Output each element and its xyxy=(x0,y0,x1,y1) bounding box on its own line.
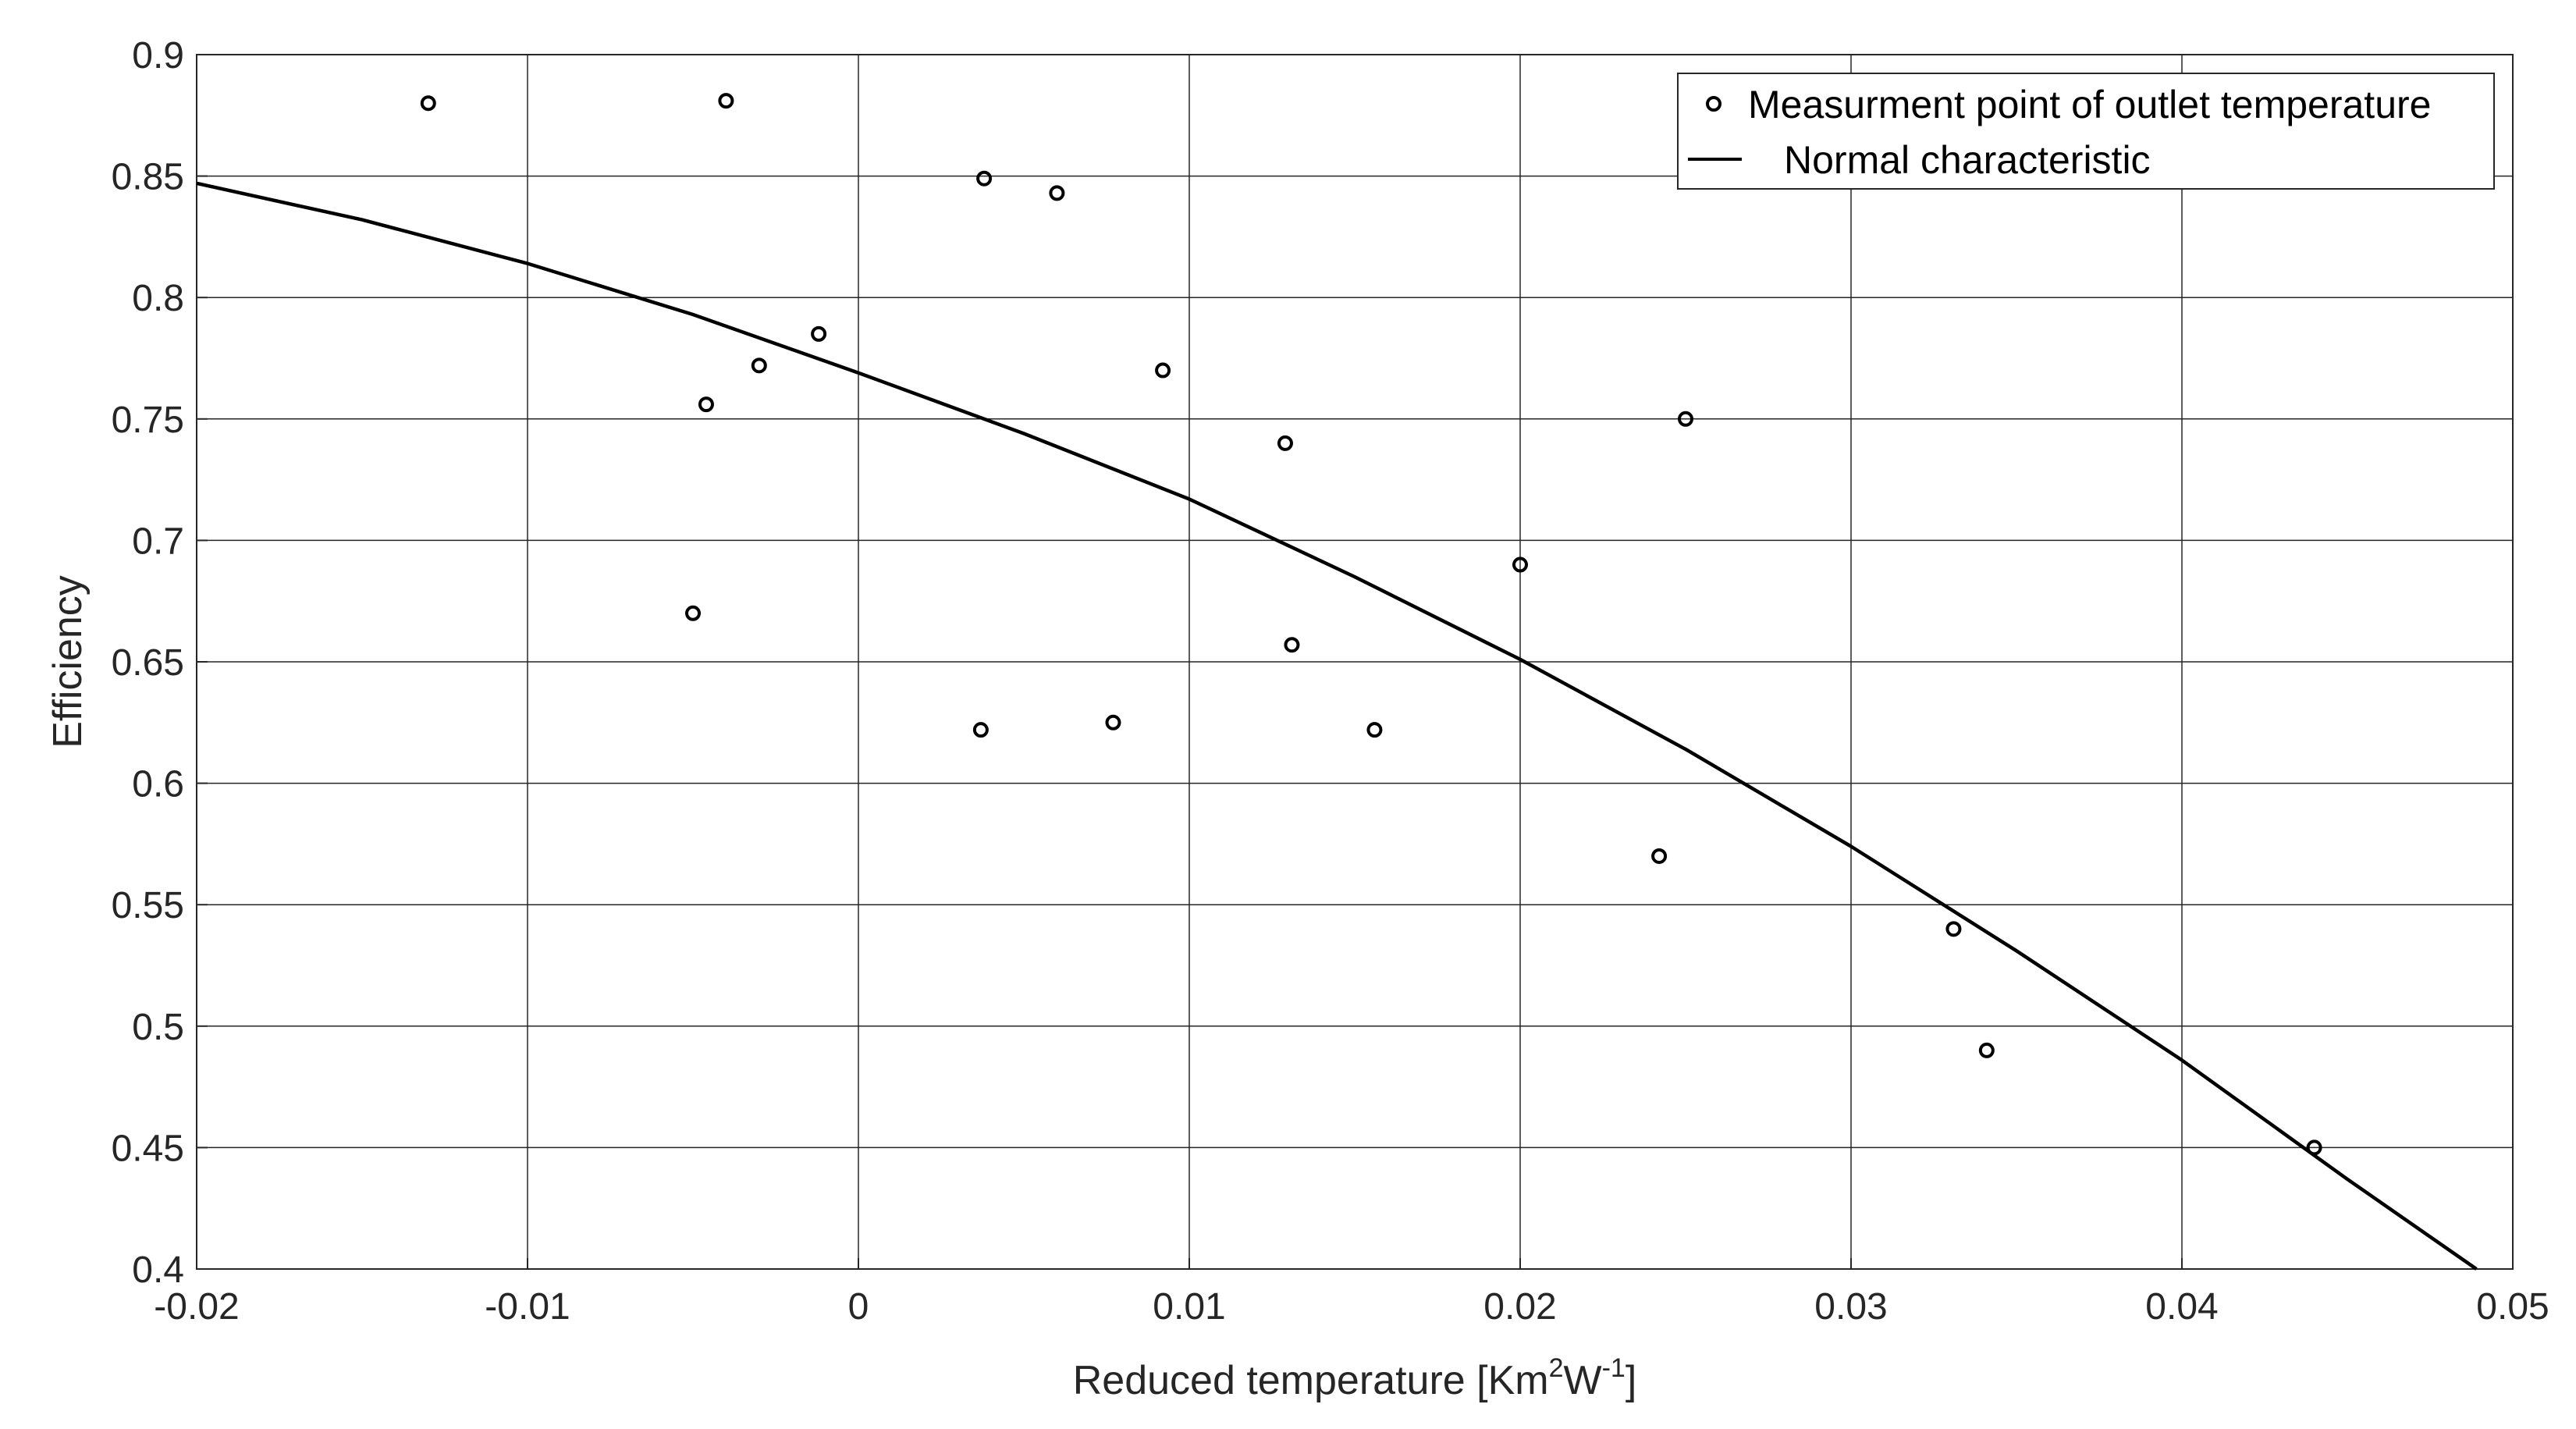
scatter-point xyxy=(1678,411,1693,427)
y-axis: 0.4 0.45 0.5 0.55 0.6 0.65 0.7 0.75 0.8 0.85 0.9 xyxy=(112,35,208,1291)
y-tick-label: 0.75 xyxy=(112,400,184,441)
x-tick-label: 0.03 xyxy=(1814,1286,1887,1328)
scatter-point xyxy=(976,170,993,187)
scatter-point xyxy=(1049,185,1065,201)
scatter-point xyxy=(1105,714,1121,730)
x-tick-label: 0.01 xyxy=(1153,1286,1225,1328)
legend-label-line: Normal characteristic xyxy=(1784,138,2151,182)
y-axis-title: Efficiency xyxy=(45,575,91,748)
x-tick-label: 0.04 xyxy=(2145,1286,2218,1328)
y-tick-label: 0.5 xyxy=(132,1007,184,1048)
scatter-point xyxy=(698,396,714,413)
x-tick-label: 0.02 xyxy=(1483,1286,1556,1328)
scatter-point xyxy=(972,722,989,738)
y-tick-label: 0.4 xyxy=(132,1249,184,1291)
series-layer xyxy=(196,93,2478,1271)
legend-box xyxy=(1677,73,2495,190)
y-tick-label: 0.7 xyxy=(132,521,184,562)
scatter-point xyxy=(420,95,436,112)
x-tick-label: -0.01 xyxy=(485,1286,570,1328)
y-tick-label: 0.85 xyxy=(112,157,184,198)
y-tick-label: 0.65 xyxy=(112,642,184,684)
y-tick-label: 0.9 xyxy=(132,35,184,76)
x-tick-label: 0 xyxy=(848,1286,869,1328)
x-tick-label: 0.05 xyxy=(2476,1286,2549,1328)
series-line-normal-characteristic xyxy=(196,181,2478,1271)
scatter-point xyxy=(1155,362,1171,379)
scatter-point xyxy=(811,325,827,342)
scatter-point xyxy=(751,357,767,374)
scatter-point xyxy=(1284,637,1300,653)
scatter-point xyxy=(718,93,734,109)
y-tick-label: 0.45 xyxy=(112,1128,184,1169)
scatter-point xyxy=(1277,435,1293,451)
legend: Measurment point of outlet temperature N… xyxy=(1677,73,2495,190)
x-axis-title: Reduced temperature [Km2W-1] xyxy=(1073,1353,1637,1403)
scatter-point xyxy=(1651,848,1668,864)
scatter-point xyxy=(1512,556,1528,573)
y-tick-label: 0.6 xyxy=(132,764,184,805)
scatter-point xyxy=(1945,921,1962,937)
grid xyxy=(196,54,2514,1270)
scatter-point xyxy=(1978,1042,1995,1058)
x-tick-label: -0.02 xyxy=(154,1286,239,1328)
legend-label-scatter: Measurment point of outlet temperature xyxy=(1748,83,2431,126)
scatter-point xyxy=(1366,722,1383,738)
y-tick-label: 0.55 xyxy=(112,885,184,926)
x-axis: -0.02 -0.01 0 0.01 0.02 0.03 0.04 0.05 xyxy=(154,1258,2549,1328)
y-tick-label: 0.8 xyxy=(132,278,184,319)
legend-marker-scatter xyxy=(1706,96,1721,112)
scatter-point xyxy=(685,605,701,621)
